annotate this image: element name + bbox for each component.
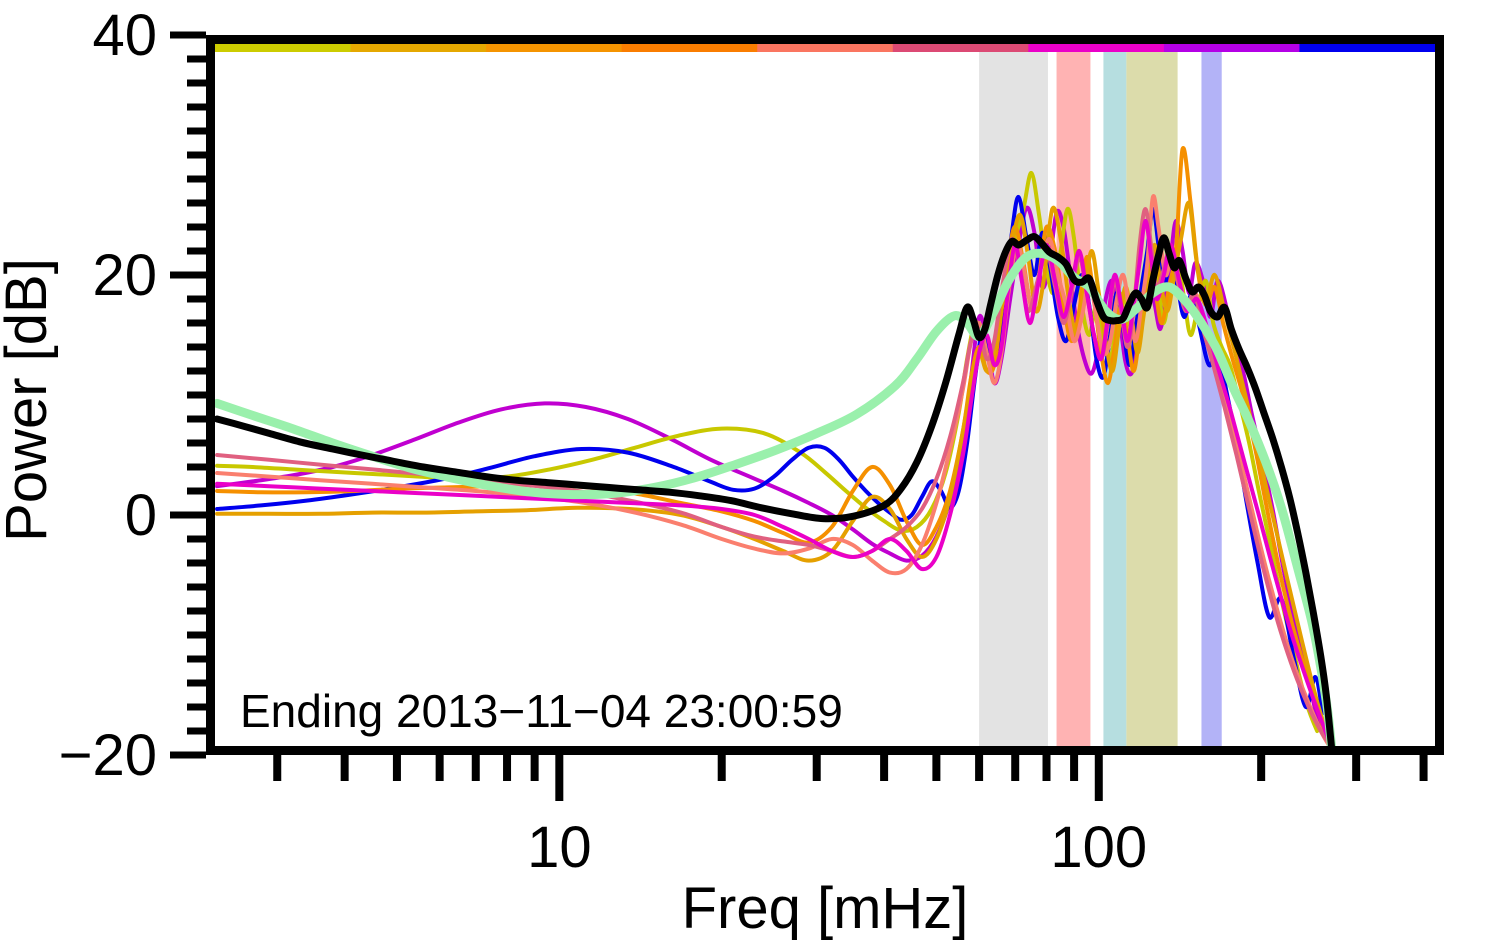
axis-spine-right — [1435, 35, 1444, 755]
axis-spine-bottom — [210, 746, 1440, 755]
x-axis-label: Freq [mHz] — [682, 876, 969, 941]
y-axis-label: Power [dB] — [0, 258, 59, 542]
shaded-bands-group — [979, 52, 1222, 755]
curve-series-blue — [215, 194, 1325, 715]
band-pink — [1056, 52, 1091, 755]
axes-frame — [206, 35, 1444, 755]
ytick-label-3: −20 — [59, 723, 157, 788]
curve-mean — [215, 233, 1335, 751]
axis-tick-labels-group: 40 20 0 −20 10 100 — [59, 3, 1148, 880]
clipped-curves — [215, 146, 1336, 752]
ytick-label-2: 0 — [125, 483, 157, 548]
xtick-label-1: 100 — [1050, 815, 1147, 880]
xtick-label-0: 10 — [527, 815, 592, 880]
band-khaki — [1126, 52, 1178, 755]
ytick-label-1: 20 — [92, 243, 157, 308]
band-gray — [979, 52, 1048, 755]
series-curves-group — [215, 146, 1336, 752]
ending-timestamp-annotation: Ending 2013−11−04 23:00:59 — [240, 685, 843, 737]
ytick-label-0: 40 — [92, 3, 157, 68]
axis-spine-top — [210, 35, 1440, 44]
band-cyan — [1103, 52, 1127, 755]
band-periwinkle — [1201, 52, 1222, 755]
axis-ticks-group — [170, 31, 1428, 801]
axis-spine-left — [206, 35, 215, 755]
